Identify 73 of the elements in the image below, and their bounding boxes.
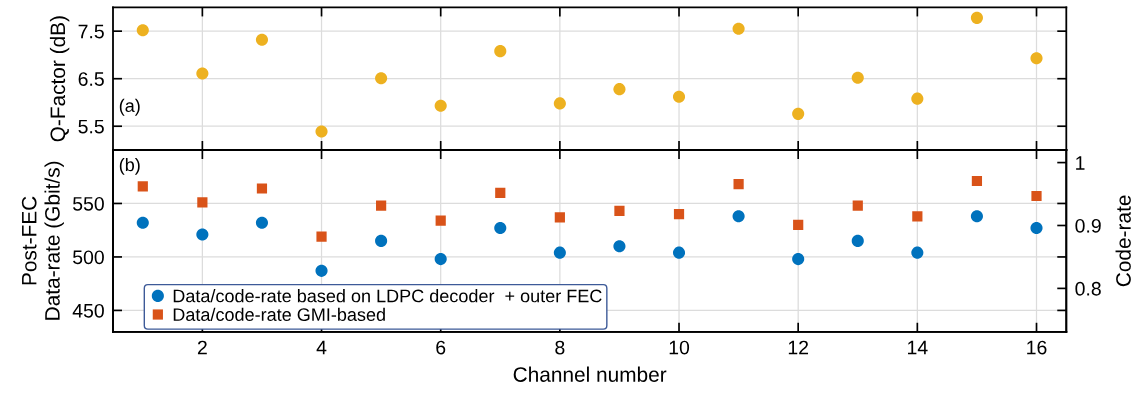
x-tick-label: 2 (197, 340, 207, 355)
point (196, 67, 209, 80)
y2-tick-label: 0.8 (1075, 281, 1101, 296)
point (434, 99, 447, 112)
x-tick-label: 14 (908, 340, 928, 355)
point (613, 240, 626, 253)
point (197, 197, 208, 208)
point (136, 216, 149, 229)
point (316, 231, 327, 242)
point (435, 215, 446, 226)
x-tick-label: 10 (669, 340, 690, 355)
point (614, 205, 625, 217)
point (1031, 190, 1042, 202)
point (495, 187, 506, 198)
point (255, 216, 269, 229)
y2-tick-label: 1 (1076, 156, 1085, 170)
point (732, 22, 745, 35)
point (553, 246, 566, 259)
point (375, 72, 388, 85)
y2-tick-label: 0.9 (1075, 218, 1101, 233)
y-axis-title: Post-FEC Data-rate (Gbit/s) (21, 161, 64, 320)
point (852, 200, 863, 211)
x-tick-label: 6 (436, 340, 446, 355)
point (494, 45, 507, 58)
x-axis-title: Channel number (513, 366, 667, 382)
point (911, 92, 924, 105)
x-tick-label: 8 (555, 340, 565, 355)
legend-label: Data/code-rate GMI-based (173, 307, 385, 322)
point (971, 175, 983, 187)
y-tick-label: 550 (73, 196, 104, 211)
x-tick-label: 4 (316, 340, 327, 355)
point (1030, 52, 1043, 65)
point (613, 83, 626, 96)
point (255, 33, 269, 46)
point (375, 234, 388, 247)
point (376, 200, 387, 211)
point (792, 253, 805, 266)
point (554, 212, 565, 223)
point (1030, 222, 1043, 235)
point (136, 24, 149, 37)
point (672, 90, 686, 103)
y-tick-label: 450 (72, 303, 104, 318)
point (672, 246, 686, 259)
point (553, 97, 566, 110)
y-tick-label: 5.5 (78, 119, 104, 134)
point (793, 219, 804, 230)
point (315, 264, 328, 277)
y-tick-label: 500 (73, 250, 104, 265)
y2-axis-title: Code-rate (1115, 195, 1131, 287)
point (911, 246, 924, 259)
point (912, 211, 923, 222)
point (673, 209, 685, 220)
point (315, 125, 328, 138)
point (970, 11, 983, 24)
y-tick-label: 6.5 (78, 72, 104, 86)
point (792, 107, 805, 120)
x-tick-label: 16 (1027, 340, 1047, 355)
point (256, 183, 268, 194)
point (851, 71, 864, 84)
annotation: (a) (119, 98, 140, 116)
x-tick-label: 12 (788, 340, 809, 355)
y-axis-title: Q-Factor (dB) (49, 16, 70, 142)
point (851, 234, 864, 247)
point (434, 253, 447, 266)
annotation: (b) (119, 157, 140, 175)
point (733, 179, 744, 190)
point (732, 210, 745, 223)
y-tick-label: 7.5 (78, 24, 104, 39)
point (970, 210, 983, 223)
point (494, 222, 507, 235)
point (196, 228, 209, 241)
point (137, 181, 148, 192)
legend-label: Data/code-rate based on LDPC decoder + outer FEC (173, 289, 602, 303)
